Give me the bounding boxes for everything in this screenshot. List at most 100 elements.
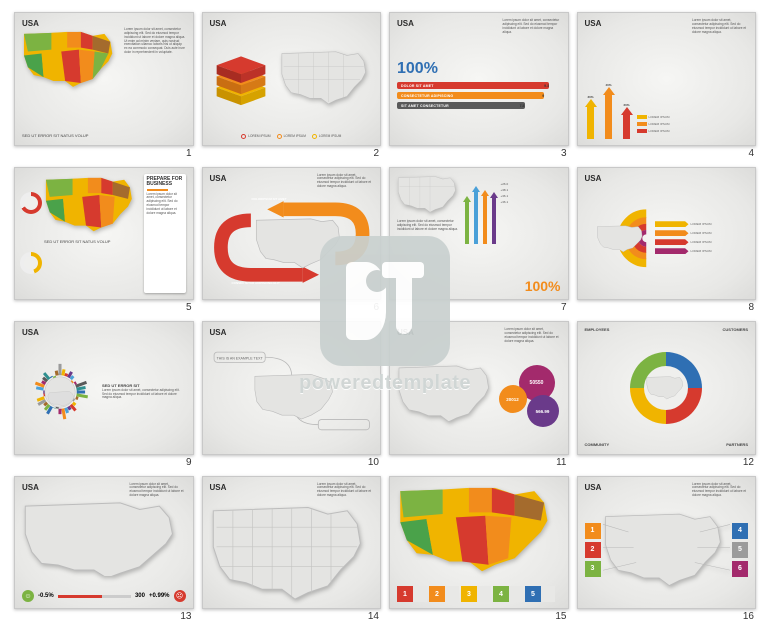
slide-number: 12	[577, 455, 757, 468]
slide-title: USA	[585, 174, 749, 183]
hbar-row: DOLOR SIT AMET9.3	[397, 82, 549, 89]
slide-title: USA	[22, 328, 186, 337]
num-badge: 2	[585, 542, 601, 558]
stacked-cube-icon	[210, 52, 276, 107]
up-arrow-icon	[482, 190, 489, 244]
arc-label: LOREM IPSUM	[691, 240, 712, 244]
panel-body: Lorem ipsum dolor sit amet, consectetur …	[147, 193, 183, 216]
usa-map-gray	[397, 362, 496, 424]
slide-15: 1 2 3 4 5	[389, 476, 569, 610]
slide-intro: Lorem ipsum dolor sit amet, consectetur …	[130, 483, 186, 498]
up-arrow-icon	[464, 196, 471, 244]
slide-1: USA Lorem ipsum dolor sit a	[14, 12, 194, 146]
slide-intro: Lorem ipsum dolor sit amet, consectetur …	[692, 483, 748, 498]
slide-title: USA	[22, 483, 39, 492]
slide-title: USA	[397, 328, 414, 337]
num-badge: 4	[732, 523, 748, 539]
callout-diagram: THIS IS AN EXAMPLE TEXT	[210, 346, 374, 438]
bar-label: SIT AMET CONSECTETUR	[397, 104, 516, 108]
sidebar-body: Lorem ipsum dolor sit amet, consectetur …	[102, 389, 186, 401]
slide-number: 13	[14, 609, 194, 622]
slide-number: 15	[389, 609, 569, 622]
cell-5: SED UT ERROR SIT NATUS VOLUP PREPARE FOR…	[14, 167, 194, 314]
slide-13: USA Lorem ipsum dolor sit amet, consecte…	[14, 476, 194, 610]
delta-neg: -0.5%	[38, 593, 54, 599]
quad-label: PARTNERS	[726, 443, 748, 447]
slide-intro: Lorem ipsum dolor sit amet, consectetur …	[317, 174, 373, 189]
num-badge: 4	[493, 586, 509, 602]
num-badge: 2	[429, 586, 445, 602]
cell-1: USA Lorem ipsum dolor sit a	[14, 12, 194, 159]
slide-12: EMPLOYEES CUSTOMERS COMMUNITY PARTNERS	[577, 321, 757, 455]
slide-14: USA Lorem ipsum dolor sit amet, consecte…	[202, 476, 382, 610]
arrow-label: LOREM IPSUM	[649, 129, 670, 133]
slide-number: 8	[577, 300, 757, 313]
up-arrow-icon	[621, 107, 633, 139]
usa-map-colored	[44, 174, 139, 233]
slide-10: USA THIS IS AN EXAMPLE TEXT	[202, 321, 382, 455]
bar-value: 9.3	[540, 84, 549, 88]
slide-9: USA SED UT ERROR SIT Lorem ipsum dolor s…	[14, 321, 194, 455]
arc-chart	[585, 198, 655, 277]
slide-number: 14	[202, 609, 382, 622]
loop-label-top: DOLORIPSUM SIT AMET	[252, 197, 287, 201]
slide-number: 1	[14, 146, 194, 159]
sad-icon: ☹	[174, 590, 186, 602]
cell-15: 1 2 3 4 5 15	[389, 476, 569, 623]
panel-heading: PREPARE FOR BUSINESS	[147, 177, 183, 187]
num-badge: 1	[397, 586, 413, 602]
svg-text:THIS IS AN EXAMPLE TEXT: THIS IS AN EXAMPLE TEXT	[216, 357, 263, 361]
slide-title: USA	[585, 483, 602, 492]
slide-number: 4	[577, 146, 757, 159]
bar-label: CONSECTETUR ADIPISCING	[397, 94, 538, 98]
slide-title: USA	[210, 328, 374, 337]
cell-4: USA Lorem ipsum dolor sit amet, consecte…	[577, 12, 757, 159]
hbar-row: SIT AMET CONSECTETUR7.8	[397, 102, 525, 109]
big-percent: 100%	[525, 279, 561, 293]
slide-5: SED UT ERROR SIT NATUS VOLUP PREPARE FOR…	[14, 167, 194, 301]
num-badge: 5	[732, 542, 748, 558]
arrow-label: LOREM IPSUM	[649, 115, 670, 119]
gauge-icon	[20, 192, 42, 214]
delta-pos: +0.99%	[149, 593, 170, 599]
usa-map-gray	[22, 498, 186, 576]
slide-3: USA Lorem ipsum dolor sit amet, consecte…	[389, 12, 569, 146]
slide-paragraph: Lorem ipsum dolor sit amet, consectetur …	[124, 28, 185, 55]
slide-caption: Lorem ipsum dolor sit amet, consectetur …	[397, 220, 461, 232]
usa-map-gray	[646, 375, 686, 401]
slide-number: 7	[389, 300, 569, 313]
delta-label: +38.1	[501, 188, 509, 192]
cell-10: USA THIS IS AN EXAMPLE TEXT 10	[202, 321, 382, 468]
slide-caption: SED UT ERROR SIT NATUS VOLUP	[44, 240, 140, 244]
delta-label: +36.1	[501, 200, 509, 204]
cell-12: EMPLOYEES CUSTOMERS COMMUNITY PARTNERS 1…	[577, 321, 757, 468]
arrow-label: LOREM IPSUM	[649, 122, 670, 126]
usa-map-gray	[210, 501, 374, 599]
num-badge: 1	[585, 523, 601, 539]
num-badge: 3	[461, 586, 477, 602]
slide-11: USA Lorem ipsum dolor sit amet, consecte…	[389, 321, 569, 455]
slide-title: USA	[397, 19, 414, 28]
delta-label: +26.0	[501, 182, 509, 186]
arc-label: LOREM IPSUM	[691, 231, 712, 235]
up-arrow-icon	[603, 87, 615, 139]
slide-grid: USA Lorem ipsum dolor sit a	[0, 0, 770, 630]
slide-number: 10	[202, 455, 382, 468]
slide-title: USA	[210, 174, 227, 183]
quadrant-donut	[630, 352, 702, 424]
slide-number: 6	[202, 300, 382, 313]
usa-map-colored	[22, 28, 120, 89]
bar-value: 9	[538, 94, 544, 98]
slide-number: 16	[577, 609, 757, 622]
slide-number: 3	[389, 146, 569, 159]
slide-2: USA	[202, 12, 382, 146]
slide-title: USA	[585, 19, 602, 28]
bubble-chart: 50550 20012 566.99	[497, 363, 561, 427]
cell-9: USA SED UT ERROR SIT Lorem ipsum dolor s…	[14, 321, 194, 468]
num-badge: 5	[525, 586, 541, 602]
slide-intro: Lorem ipsum dolor sit amet, consectetur …	[503, 19, 561, 34]
num-badge: 3	[585, 561, 601, 577]
bar-value: 7.8	[516, 104, 525, 108]
loop-label-bottom: CONSECTETUR ADIPISCING ELIT	[232, 281, 280, 285]
up-arrow-icon	[473, 186, 480, 244]
